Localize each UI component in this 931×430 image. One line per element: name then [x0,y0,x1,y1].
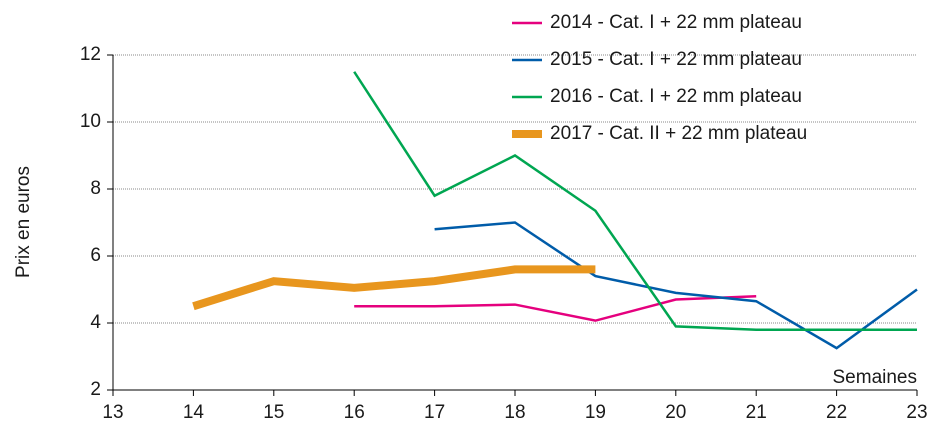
y-axis-label: Prix en euros [13,166,34,278]
x-tick-label: 18 [504,402,525,423]
x-tick-label: 21 [746,402,767,423]
y-tick-label: 6 [90,245,101,266]
x-tick-label: 23 [906,402,927,423]
x-tick-label: 15 [263,402,284,423]
legend-label: 2017 - Cat. II + 22 mm plateau [550,123,807,144]
x-tick-label: 20 [665,402,686,423]
y-tick-label: 8 [90,178,101,199]
y-tick-label: 4 [90,312,101,333]
y-tick-label: 12 [80,44,101,65]
y-tick-label: 2 [90,379,101,400]
series-line [353,71,917,331]
x-tick-label: 16 [344,402,365,423]
x-tick-label: 22 [826,402,847,423]
legend-label: 2015 - Cat. I + 22 mm plateau [550,49,802,70]
x-tick-label: 14 [183,402,205,423]
x-tick-label: 19 [585,402,606,423]
y-tick-label: 10 [80,111,101,132]
x-tick-label: 17 [424,402,445,423]
x-axis-label: Semaines [833,367,918,388]
legend-label: 2016 - Cat. I + 22 mm plateau [550,86,802,107]
series-line [354,294,757,322]
series-line [192,265,596,311]
series-line [434,221,918,350]
legend-label: 2014 - Cat. I + 22 mm plateau [550,12,802,33]
x-tick-label: 13 [102,402,123,423]
